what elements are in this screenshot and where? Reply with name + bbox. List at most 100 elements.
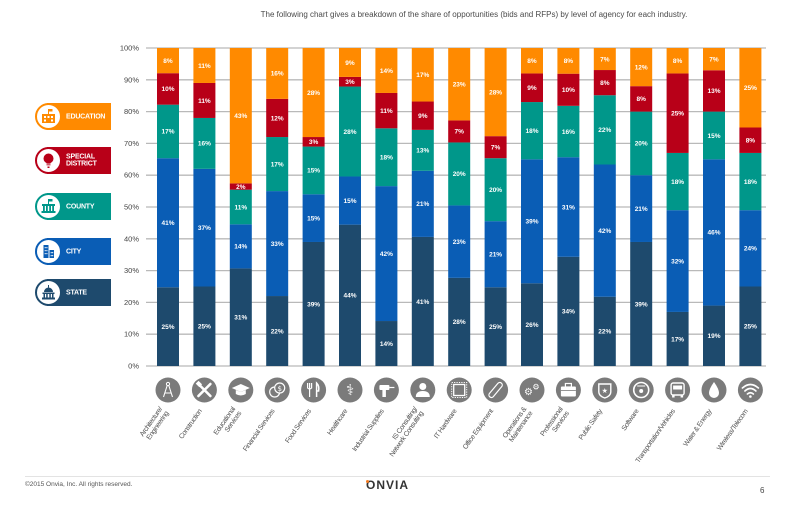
- bar-segment-education: [666, 48, 689, 74]
- data-label: 17%: [161, 129, 174, 136]
- data-label: 32%: [671, 258, 684, 265]
- bar-segment-special-district: [630, 86, 653, 112]
- bar-stack: 31% 14% 11% 2% 43%: [229, 48, 252, 366]
- glyph: [415, 391, 430, 397]
- data-label: 17%: [271, 161, 284, 168]
- county-building-icon: [35, 193, 62, 220]
- bar-segment-state: [630, 241, 653, 366]
- data-label: 18%: [671, 179, 684, 186]
- bar-segment-city: [229, 224, 252, 269]
- data-label: 43%: [234, 113, 247, 120]
- bar-segment-county: [411, 129, 434, 171]
- data-label: 8%: [564, 58, 574, 65]
- data-label: 22%: [598, 127, 611, 134]
- school-building-icon: [35, 103, 62, 130]
- x-tick-label: ProfessionalServices: [540, 405, 572, 442]
- bar-segment-education: [302, 48, 325, 138]
- y-tick-label: 40%: [124, 234, 139, 243]
- data-label: 16%: [198, 141, 211, 148]
- coins-icon: $: [264, 377, 290, 403]
- glyph: [560, 386, 576, 397]
- wifi-icon: [737, 377, 763, 403]
- bar-segment-special-district: [411, 101, 434, 130]
- data-label: 42%: [380, 251, 393, 258]
- icon-background: [301, 377, 327, 403]
- bar-segment-city: [739, 210, 762, 287]
- glyph: [709, 382, 719, 398]
- bar-segment-education: [266, 48, 289, 99]
- bar-segment-education: [739, 48, 762, 128]
- tools-icon: [191, 377, 217, 403]
- bar-segment-special-district: [266, 98, 289, 138]
- glyph: [680, 395, 684, 398]
- x-tick-label-line: Water & Energy: [683, 408, 714, 448]
- x-tick-label: Operations &Maintenance: [502, 406, 535, 444]
- x-tick-label: IS Consulting/Network Consulting: [383, 406, 426, 459]
- data-label: 22%: [271, 328, 284, 335]
- bar-stack: 28% 23% 20% 7% 23%: [448, 48, 471, 366]
- data-label: 7%: [491, 144, 501, 151]
- bar-segment-county: [557, 105, 580, 158]
- bar-segment-city: [302, 194, 325, 242]
- glyph: [162, 385, 174, 398]
- x-tick-label: EducationalServices: [213, 405, 244, 440]
- bar-stack: 39% 15% 15% 3% 28%: [302, 48, 325, 366]
- legend-label-line: COUNTY: [66, 202, 95, 210]
- glyph: [165, 381, 171, 387]
- icon-background: [737, 377, 763, 403]
- data-label: 17%: [671, 336, 684, 343]
- bar-segment-state: [266, 296, 289, 366]
- data-label: 14%: [380, 341, 393, 348]
- bar-segment-education: [375, 48, 398, 93]
- capitol-dome-icon: [35, 279, 62, 306]
- bar-segment-city: [630, 175, 653, 242]
- data-label: 25%: [489, 324, 502, 331]
- glyph: ⚙: [524, 387, 533, 398]
- legend-label-line: STATE: [66, 288, 87, 296]
- bar-segment-city: [521, 159, 543, 284]
- bar-stack: 14% 42% 18% 11% 14%: [375, 48, 398, 366]
- bar-segment-education: [229, 48, 252, 184]
- bar-segment-state: [339, 224, 361, 366]
- bar-segment-special-district: [375, 92, 398, 129]
- lightbulb-icon: [35, 147, 62, 174]
- data-label: 25%: [744, 324, 757, 331]
- data-label: 18%: [525, 128, 538, 135]
- data-label: 7%: [709, 56, 719, 63]
- x-tick-label: Software: [621, 408, 641, 432]
- bar-segment-city: [266, 191, 289, 297]
- glyph: [672, 395, 675, 398]
- bar-segment-county: [666, 152, 689, 211]
- x-tick-label: IT Hardware: [433, 408, 459, 440]
- data-label: 39%: [635, 301, 648, 308]
- glyph: ⚕: [346, 381, 354, 399]
- bar-segment-special-district: [739, 127, 762, 153]
- bar-segment-city: [411, 170, 434, 237]
- legend-label: EDUCATION: [66, 113, 105, 121]
- legend-label-line: SPECIAL: [66, 153, 95, 160]
- data-label: 25%: [671, 110, 684, 117]
- bar-segment-state: [557, 256, 580, 366]
- glyph: ⚙: [532, 383, 539, 392]
- glyph: [274, 382, 286, 394]
- data-label: 8%: [636, 96, 646, 103]
- glyph: [235, 390, 246, 396]
- bar-segment-county: [630, 111, 653, 176]
- data-label: 21%: [416, 201, 429, 208]
- y-tick-label: 10%: [124, 330, 139, 339]
- bar-stack: 25% 21% 20% 7% 28%: [484, 48, 507, 366]
- data-label: 15%: [343, 198, 356, 205]
- bar-segment-city: [448, 205, 471, 278]
- data-label: 18%: [744, 179, 757, 186]
- bar-segment-county: [229, 189, 252, 225]
- data-label: 18%: [380, 155, 393, 162]
- data-label: 7%: [600, 56, 610, 63]
- bar-segment-special-district: [557, 73, 580, 106]
- x-tick-label-line: Office Equipment: [462, 408, 495, 451]
- footer-divider: [25, 476, 770, 477]
- icon-background: [155, 377, 181, 403]
- x-tick-label: Healthcare: [326, 408, 349, 437]
- x-tick-label-line: Healthcare: [326, 408, 349, 437]
- glyph: [673, 385, 683, 390]
- bus-icon: [665, 377, 691, 403]
